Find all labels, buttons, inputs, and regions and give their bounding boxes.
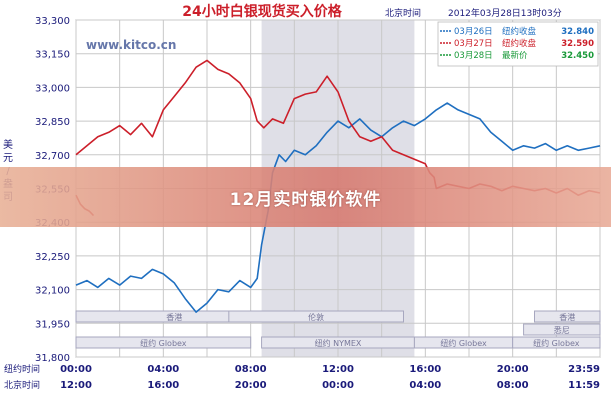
y-tick-label: 31,800 bbox=[35, 353, 70, 364]
x-tick-bj: 12:00 bbox=[60, 380, 92, 391]
y-label-char: 美 bbox=[3, 138, 13, 151]
y-tick-label: 32,700 bbox=[35, 151, 70, 162]
session-bar bbox=[228, 310, 404, 323]
y-tick-label: 31,950 bbox=[35, 319, 70, 330]
x-tick-bj: 08:00 bbox=[497, 380, 529, 391]
session-label: 悉尼 bbox=[554, 325, 570, 335]
session-label: 纽约 Globex bbox=[533, 338, 580, 348]
promo-banner: 12月实时银价软件 bbox=[0, 167, 611, 227]
y-label-char: 元 bbox=[3, 153, 13, 164]
chart-title: 24小时白银现货买入价格 bbox=[182, 3, 342, 20]
legend-value-label: 纽约收盘 bbox=[502, 38, 537, 49]
x-row2-label: 北京时间 bbox=[4, 379, 40, 391]
y-tick-label: 33,000 bbox=[35, 83, 70, 94]
y-tick-label: 33,300 bbox=[35, 16, 70, 27]
legend-value: 32.590 bbox=[561, 39, 594, 49]
x-tick-ny: 20:00 bbox=[497, 364, 529, 375]
legend-value: 32.450 bbox=[561, 51, 594, 61]
timezone-label: 北京时间 bbox=[385, 7, 421, 19]
banner-title: 12月实时银价软件 bbox=[229, 189, 382, 210]
x-tick-ny: 12:00 bbox=[322, 364, 354, 375]
timestamp: 2012年03月28日13时03分 bbox=[448, 7, 562, 19]
session-bar bbox=[512, 336, 601, 349]
x-row1-label: 纽约时间 bbox=[4, 363, 40, 375]
legend-date: 03月26日 bbox=[454, 27, 493, 37]
session-bar bbox=[523, 323, 601, 336]
session-bar bbox=[534, 310, 601, 323]
legend: 03月26日 纽约收盘 32.840 03月27日 纽约收盘 32.590 03月28日 最新… bbox=[437, 21, 599, 67]
x-tick-ny: 04:00 bbox=[147, 364, 179, 375]
session-label: 伦敦 bbox=[308, 312, 324, 322]
session-label: 纽约 Globex bbox=[440, 338, 487, 348]
x-tick-ny: 00:00 bbox=[60, 364, 92, 375]
session-label: 香港 bbox=[166, 312, 182, 322]
watermark: www.kitco.cn bbox=[86, 38, 176, 52]
legend-value-label: 最新价 bbox=[502, 50, 528, 61]
legend-date: 03月27日 bbox=[454, 39, 493, 49]
legend-date: 03月28日 bbox=[454, 51, 493, 61]
x-tick-ny: 16:00 bbox=[409, 364, 441, 375]
y-tick-label: 32,850 bbox=[35, 117, 70, 128]
x-tick-bj: 00:00 bbox=[322, 380, 354, 391]
x-tick-ny: 23:59 bbox=[568, 364, 600, 375]
legend-value: 32.840 bbox=[561, 27, 594, 37]
session-label: 纽约 NYMEX bbox=[315, 338, 362, 348]
session-bar bbox=[75, 336, 252, 349]
legend-box bbox=[437, 21, 599, 67]
y-tick-label: 32,250 bbox=[35, 252, 70, 263]
x-tick-bj: 11:59 bbox=[568, 380, 600, 391]
x-tick-bj: 16:00 bbox=[147, 380, 179, 391]
legend-value-label: 纽约收盘 bbox=[502, 26, 537, 37]
y-tick-label: 33,150 bbox=[35, 50, 70, 61]
session-label: 香港 bbox=[559, 312, 575, 322]
session-label: 纽约 Globex bbox=[140, 338, 187, 348]
x-tick-bj: 20:00 bbox=[235, 380, 267, 391]
series-line bbox=[75, 102, 601, 313]
x-tick-bj: 04:00 bbox=[409, 380, 441, 391]
x-tick-ny: 08:00 bbox=[235, 364, 267, 375]
y-tick-label: 32,100 bbox=[35, 286, 70, 297]
